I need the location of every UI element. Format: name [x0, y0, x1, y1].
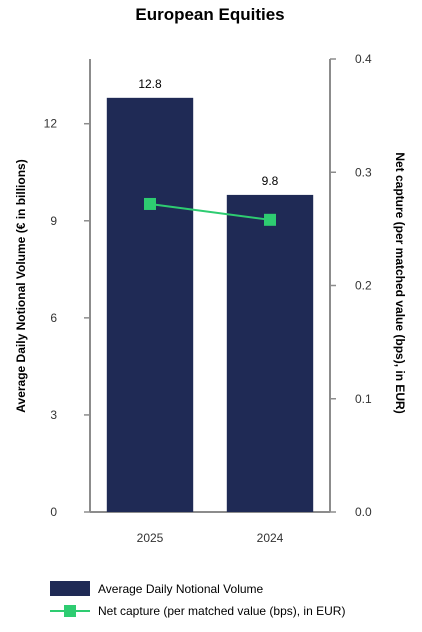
- legend-label-bar: Average Daily Notional Volume: [98, 582, 264, 596]
- line-series: [144, 197, 276, 226]
- legend: Average Daily Notional Volume Net captur…: [50, 581, 345, 618]
- axes: 0 3 6 9 12 0.0 0.1 0.2 0.3 0.4 2025 2024: [44, 52, 372, 545]
- bar: [106, 97, 194, 512]
- y2-tick-label: 0.4: [355, 52, 372, 66]
- legend-swatch-bar: [50, 581, 90, 596]
- bar-data-label: 9.8: [262, 174, 279, 188]
- line-point: [144, 197, 156, 210]
- bar: [226, 194, 314, 512]
- y2-tick-label: 0.2: [355, 279, 372, 293]
- bar-data-label: 12.8: [138, 77, 162, 91]
- y2-tick-label: 0.1: [355, 392, 372, 406]
- y2-tick-label: 0.3: [355, 165, 372, 179]
- y-tick-label: 9: [50, 214, 57, 228]
- legend-swatch-marker: [64, 605, 76, 617]
- legend-label-line: Net capture (per matched value (bps), in…: [98, 604, 345, 618]
- x-tick-label: 2025: [137, 531, 164, 545]
- y-tick-label: 12: [44, 117, 58, 131]
- y-tick-label: 0: [50, 505, 57, 519]
- y-axis-label: Average Daily Notional Volume (€ in bill…: [14, 159, 28, 412]
- y2-axis-label: Net capture (per matched value (bps), in…: [393, 152, 407, 413]
- series-line: [149, 202, 271, 221]
- x-tick-label: 2024: [257, 531, 284, 545]
- line-point: [264, 213, 276, 226]
- y-tick-label: 6: [50, 311, 57, 325]
- chart-title: European Equities: [135, 5, 284, 24]
- y-tick-label: 3: [50, 408, 57, 422]
- y2-tick-label: 0.0: [355, 505, 372, 519]
- bar-series: 12.8 9.8: [106, 77, 314, 512]
